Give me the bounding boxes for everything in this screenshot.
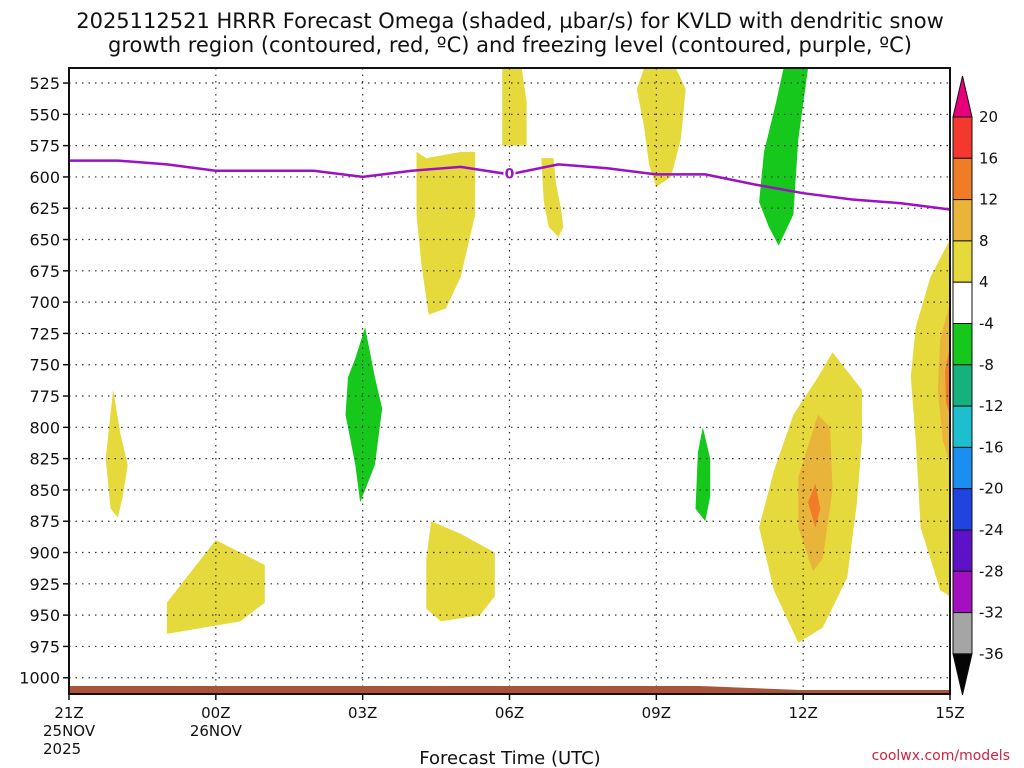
y-tick-label-550: 550 <box>29 105 60 124</box>
y-tick-label-600: 600 <box>29 168 60 187</box>
y-tick-label-700: 700 <box>29 293 60 312</box>
colorbar-label-7: -12 <box>979 397 1004 415</box>
colorbar-band-1 <box>952 157 973 201</box>
x-tick-year-21Z: 2025 <box>43 740 81 758</box>
omega-region-2 <box>416 151 476 315</box>
colorbar-label-12: -32 <box>979 604 1004 622</box>
colorbar-label-2: 12 <box>979 191 998 209</box>
omega-region-6 <box>426 521 495 622</box>
terrain-fill <box>69 686 950 694</box>
omega-region-10 <box>910 239 950 597</box>
omega-region-12 <box>945 345 950 415</box>
y-tick-label-575: 575 <box>29 137 60 156</box>
colorbar-label-6: -8 <box>979 356 994 374</box>
colorbar-label-3: 8 <box>979 232 989 250</box>
x-tick-label-09Z: 09Z <box>642 704 671 722</box>
colorbar-band-8 <box>952 446 973 490</box>
omega-region-11 <box>937 302 950 465</box>
colorbar-label-0: 20 <box>979 108 998 126</box>
terrain-strip <box>69 686 950 694</box>
credit-watermark: coolwx.com/models <box>872 748 1010 764</box>
x-tick-label-06Z: 06Z <box>495 704 524 722</box>
colorbar-label-5: -4 <box>979 315 994 333</box>
omega-region-1 <box>166 540 265 634</box>
x-axis-title: Forecast Time (UTC) <box>419 748 600 768</box>
colorbar-label-9: -20 <box>979 480 1004 498</box>
freezing-level-label-bg <box>503 166 516 183</box>
y-tick-label-725: 725 <box>29 324 60 343</box>
y-tick-label-625: 625 <box>29 199 60 218</box>
x-tick-label-21Z: 21Z <box>54 704 83 722</box>
y-tick-label-950: 950 <box>29 606 60 625</box>
omega-colorbar: 20 16 12 8 4 -4 -8 -12 -16 -20 -24 -28 -32 -36 <box>952 75 1004 696</box>
colorbar-bottom-triangle <box>952 653 973 696</box>
y-tick-label-825: 825 <box>29 450 60 469</box>
y-tick-label-850: 850 <box>29 481 60 500</box>
omega-region-0 <box>105 389 128 518</box>
colorbar-label-1: 16 <box>979 149 998 167</box>
colorbar-band-3 <box>952 240 973 283</box>
y-tick-label-775: 775 <box>29 387 60 406</box>
omega-region-15 <box>695 427 711 522</box>
y-axis-ticks: 525 550 575 600 625 650 675 700 725 750 775 800 825 8… <box>19 74 69 688</box>
colorbar-band-4 <box>952 281 973 325</box>
x-tick-date-21Z: 25NOV <box>43 722 96 740</box>
colorbar-band-2 <box>952 199 973 242</box>
colorbar-band-11 <box>952 570 973 614</box>
y-tick-label-675: 675 <box>29 262 60 281</box>
omega-region-14 <box>759 68 809 246</box>
y-tick-label-925: 925 <box>29 575 60 594</box>
y-tick-label-1000: 1000 <box>19 669 60 688</box>
colorbar-label-10: -24 <box>979 521 1004 539</box>
chart-title-line-2: growth region (contoured, red, ºC) and f… <box>108 33 912 57</box>
y-tick-label-750: 750 <box>29 356 60 375</box>
colorbar-band-6 <box>952 364 973 407</box>
colorbar-band-12 <box>952 612 973 655</box>
omega-region-4 <box>541 158 564 237</box>
chart-title-line-1: 2025112521 HRRR Forecast Omega (shaded, … <box>76 9 944 33</box>
omega-region-9 <box>808 483 821 528</box>
y-tick-label-650: 650 <box>29 231 60 250</box>
y-tick-label-800: 800 <box>29 418 60 437</box>
colorbar-top-triangle <box>952 75 973 118</box>
colorbar-band-9 <box>952 488 973 531</box>
x-tick-label-00Z: 00Z <box>201 704 230 722</box>
colorbar-label-11: -28 <box>979 562 1004 580</box>
colorbar-label-8: -16 <box>979 438 1004 456</box>
x-tick-label-03Z: 03Z <box>348 704 377 722</box>
y-tick-label-975: 975 <box>29 637 60 656</box>
y-tick-label-900: 900 <box>29 544 60 563</box>
omega-region-3 <box>502 68 527 146</box>
omega-region-13 <box>345 327 383 503</box>
y-tick-label-525: 525 <box>29 74 60 93</box>
colorbar-band-7 <box>952 405 973 448</box>
omega-region-5 <box>636 68 686 187</box>
x-tick-label-12Z: 12Z <box>788 704 817 722</box>
omega-shaded-regions <box>105 68 950 643</box>
x-tick-date-00Z: 26NOV <box>190 722 243 740</box>
x-tick-label-15Z: 15Z <box>935 704 964 722</box>
colorbar-band-5 <box>952 323 973 366</box>
freezing-level-contour-label: 0 <box>505 166 515 182</box>
y-tick-label-875: 875 <box>29 512 60 531</box>
colorbar-label-13: -36 <box>979 645 1004 663</box>
colorbar-label-4: 4 <box>979 273 989 291</box>
colorbar-band-0 <box>952 116 973 159</box>
colorbar-band-10 <box>952 529 973 572</box>
